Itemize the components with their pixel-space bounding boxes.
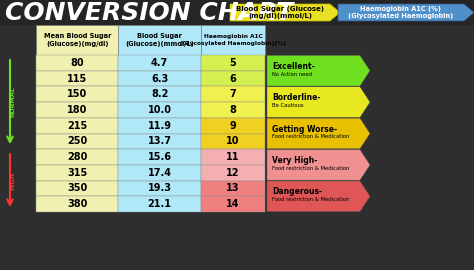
Text: Borderline-: Borderline- xyxy=(272,93,320,102)
Text: 380: 380 xyxy=(67,199,87,209)
Text: 21.1: 21.1 xyxy=(148,199,172,209)
Text: Blood Sugar (Glucose)
(mg/dl)(mmol/L): Blood Sugar (Glucose) (mg/dl)(mmol/L) xyxy=(236,6,324,19)
Bar xyxy=(118,25,201,55)
Bar xyxy=(118,55,201,71)
Bar xyxy=(36,165,118,181)
Text: No Action need: No Action need xyxy=(272,72,312,77)
Text: Dangerous-: Dangerous- xyxy=(272,187,322,196)
Text: 19.3: 19.3 xyxy=(148,183,172,193)
Text: 180: 180 xyxy=(67,105,87,115)
Text: Getting Worse-: Getting Worse- xyxy=(272,124,337,133)
Text: 11: 11 xyxy=(226,152,240,162)
Bar xyxy=(36,25,118,55)
Bar xyxy=(201,86,265,102)
Bar xyxy=(118,86,201,102)
Bar xyxy=(118,181,201,196)
Polygon shape xyxy=(338,4,474,21)
Bar xyxy=(36,71,118,86)
Bar xyxy=(201,55,265,71)
Text: 215: 215 xyxy=(67,121,87,131)
Text: 10: 10 xyxy=(226,136,240,146)
Text: CONVERSION CHART: CONVERSION CHART xyxy=(5,1,293,25)
Text: Very High-: Very High- xyxy=(272,156,318,165)
Text: 4.7: 4.7 xyxy=(151,58,168,68)
Text: Food restriction & Medication: Food restriction & Medication xyxy=(272,197,349,202)
Text: 280: 280 xyxy=(67,152,87,162)
Polygon shape xyxy=(267,150,370,180)
Text: 9: 9 xyxy=(229,121,237,131)
Bar xyxy=(36,181,118,196)
Text: 10.0: 10.0 xyxy=(148,105,172,115)
Text: 80: 80 xyxy=(71,58,84,68)
Bar xyxy=(118,118,201,133)
Text: Excellent-: Excellent- xyxy=(272,62,315,71)
Text: Food restriction & Medication: Food restriction & Medication xyxy=(272,166,349,171)
Polygon shape xyxy=(267,87,370,117)
Bar xyxy=(201,196,265,212)
Text: 11.9: 11.9 xyxy=(148,121,172,131)
Text: Be Cautious: Be Cautious xyxy=(272,103,304,108)
Text: 7: 7 xyxy=(229,89,237,99)
Bar xyxy=(0,0,474,25)
Text: 17.4: 17.4 xyxy=(148,168,172,178)
Text: 8.2: 8.2 xyxy=(151,89,168,99)
Text: Mean Blood Sugar
(Glucose)(mg/dl): Mean Blood Sugar (Glucose)(mg/dl) xyxy=(44,33,111,47)
Text: 250: 250 xyxy=(67,136,87,146)
Bar xyxy=(118,102,201,118)
Bar xyxy=(118,133,201,149)
Bar xyxy=(36,55,118,71)
Bar xyxy=(118,196,201,212)
Polygon shape xyxy=(267,118,370,149)
Bar xyxy=(36,102,118,118)
Bar xyxy=(36,149,118,165)
Bar xyxy=(201,102,265,118)
Bar xyxy=(201,118,265,133)
Text: 115: 115 xyxy=(67,73,87,83)
Bar xyxy=(201,165,265,181)
Bar xyxy=(36,86,118,102)
Bar xyxy=(201,149,265,165)
Text: 12: 12 xyxy=(226,168,240,178)
Bar xyxy=(118,71,201,86)
Bar xyxy=(201,133,265,149)
Bar xyxy=(36,118,118,133)
Text: Haemoglobin A1C
(Glycosylated Haemoglobin)(%): Haemoglobin A1C (Glycosylated Haemoglobi… xyxy=(180,34,286,46)
Text: 15.6: 15.6 xyxy=(148,152,172,162)
Polygon shape xyxy=(267,55,370,86)
Bar xyxy=(201,71,265,86)
Bar xyxy=(201,25,265,55)
Text: NORMAL: NORMAL xyxy=(10,87,16,117)
Text: 8: 8 xyxy=(229,105,237,115)
Polygon shape xyxy=(230,4,340,21)
Text: Haemoglobin A1C (%)
(Glycosylated Haemoglobin): Haemoglobin A1C (%) (Glycosylated Haemog… xyxy=(348,6,454,19)
Text: Food restriction & Medication: Food restriction & Medication xyxy=(272,134,349,140)
Text: 14: 14 xyxy=(226,199,240,209)
Bar xyxy=(36,133,118,149)
Bar xyxy=(36,196,118,212)
Bar xyxy=(118,149,201,165)
Text: 150: 150 xyxy=(67,89,87,99)
Text: 5: 5 xyxy=(229,58,237,68)
Polygon shape xyxy=(267,181,370,212)
Text: HIGH: HIGH xyxy=(10,172,16,190)
Text: Blood Sugar
(Glucose)(mmol/L): Blood Sugar (Glucose)(mmol/L) xyxy=(125,33,194,47)
Text: 13.7: 13.7 xyxy=(148,136,172,146)
Text: 6.3: 6.3 xyxy=(151,73,168,83)
Text: 350: 350 xyxy=(67,183,87,193)
Bar xyxy=(201,181,265,196)
Text: 6: 6 xyxy=(229,73,237,83)
Bar xyxy=(118,165,201,181)
Text: 13: 13 xyxy=(226,183,240,193)
Text: 315: 315 xyxy=(67,168,87,178)
